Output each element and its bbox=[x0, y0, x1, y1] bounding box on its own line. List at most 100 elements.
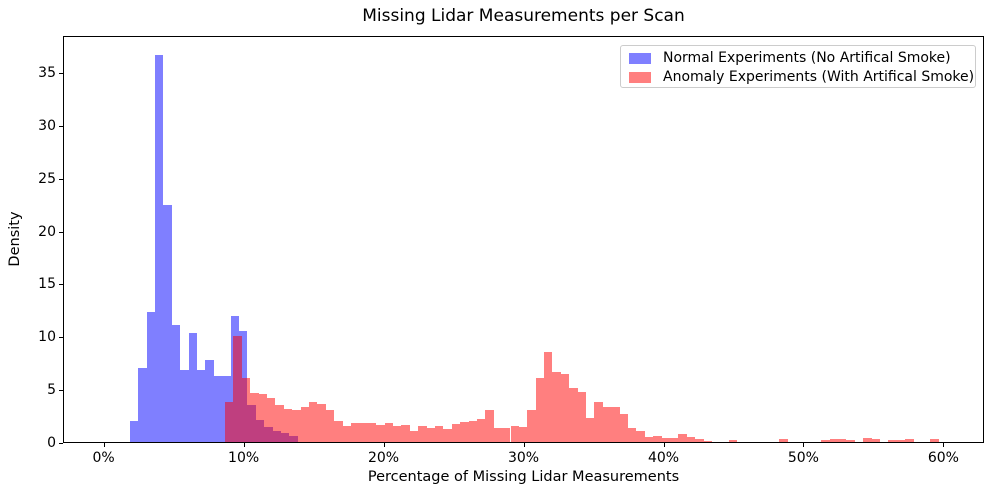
histogram-bar-anomaly bbox=[224, 401, 234, 442]
histogram-bar-anomaly bbox=[325, 410, 335, 442]
x-tick-label: 60% bbox=[927, 450, 959, 466]
histogram-bar-anomaly bbox=[317, 403, 326, 442]
histogram-bar-anomaly bbox=[376, 424, 385, 442]
histogram-bar-anomaly bbox=[434, 425, 444, 442]
histogram-bar-anomaly bbox=[594, 402, 603, 442]
histogram-bar-normal bbox=[205, 359, 214, 442]
histogram-bar-anomaly bbox=[602, 406, 612, 442]
histogram-bar-anomaly bbox=[577, 392, 587, 442]
histogram-bar-anomaly bbox=[846, 440, 855, 442]
y-tick-mark bbox=[59, 390, 63, 392]
histogram-bar-anomaly bbox=[930, 438, 939, 442]
x-tick-mark bbox=[943, 443, 945, 447]
y-tick-mark bbox=[59, 125, 63, 127]
histogram-bar-anomaly bbox=[334, 421, 343, 442]
histogram-bar-anomaly bbox=[384, 422, 393, 442]
histogram-bar-anomaly bbox=[829, 438, 839, 442]
histogram-bar-anomaly bbox=[896, 439, 906, 442]
histogram-bar-anomaly bbox=[678, 433, 687, 442]
histogram-bar-anomaly bbox=[611, 407, 620, 442]
x-tick-label: 20% bbox=[367, 450, 400, 466]
y-tick-mark bbox=[59, 337, 63, 339]
histogram-bar-anomaly bbox=[426, 427, 435, 442]
histogram-bar-anomaly bbox=[821, 439, 830, 442]
legend-swatch-anomaly bbox=[629, 72, 651, 83]
histogram-bar-anomaly bbox=[266, 397, 276, 442]
histogram-bar-anomaly bbox=[871, 439, 880, 442]
histogram-bar-anomaly bbox=[838, 438, 847, 442]
histogram-bar-anomaly bbox=[863, 437, 872, 442]
histogram-bar-anomaly bbox=[888, 440, 897, 442]
x-tick-mark bbox=[803, 443, 805, 447]
y-tick-label: 15 bbox=[38, 276, 56, 293]
legend: Normal Experiments (No Artifical Smoke) … bbox=[620, 45, 976, 88]
histogram-bar-anomaly bbox=[493, 428, 503, 442]
histogram-bar-anomaly bbox=[409, 431, 419, 442]
x-tick-label: 40% bbox=[647, 450, 680, 466]
chart-title: Missing Lidar Measurements per Scan bbox=[362, 6, 685, 26]
x-tick-mark bbox=[523, 443, 525, 447]
histogram-bar-anomaly bbox=[535, 377, 545, 442]
histogram-bar-normal bbox=[154, 55, 164, 442]
histogram-bar-normal bbox=[196, 370, 206, 442]
y-tick-label: 30 bbox=[38, 117, 56, 134]
histogram-bar-anomaly bbox=[443, 428, 452, 442]
x-tick-mark bbox=[663, 443, 665, 447]
histogram-bar-anomaly bbox=[661, 437, 671, 442]
histogram-bar-anomaly bbox=[670, 438, 679, 442]
histogram-bar-normal bbox=[188, 333, 197, 442]
histogram-bar-normal bbox=[171, 324, 181, 442]
histogram-bar-anomaly bbox=[275, 405, 284, 442]
histogram-bar-anomaly bbox=[619, 414, 629, 442]
legend-swatch-normal bbox=[629, 53, 651, 64]
histogram-bar-anomaly bbox=[485, 410, 494, 442]
histogram-bar-anomaly bbox=[653, 435, 662, 442]
histogram-bar-anomaly bbox=[367, 422, 377, 442]
legend-label-anomaly: Anomaly Experiments (With Artifical Smok… bbox=[663, 69, 975, 85]
x-tick-mark bbox=[383, 443, 385, 447]
histogram-bar-anomaly bbox=[233, 336, 242, 442]
y-tick-label: 20 bbox=[38, 223, 56, 240]
histogram-bar-anomaly bbox=[392, 425, 402, 442]
histogram-bar-anomaly bbox=[636, 430, 645, 442]
legend-label-normal: Normal Experiments (No Artifical Smoke) bbox=[663, 50, 951, 66]
histogram-bar-normal bbox=[146, 311, 155, 442]
histogram-bar-anomaly bbox=[644, 436, 654, 442]
histogram-bar-normal bbox=[180, 370, 189, 442]
histogram-bar-normal bbox=[129, 420, 139, 442]
histogram-bar-anomaly bbox=[518, 427, 528, 442]
histogram-bar-anomaly bbox=[359, 422, 368, 442]
histogram-bar-anomaly bbox=[258, 394, 267, 442]
y-tick-mark bbox=[59, 178, 63, 180]
x-tick-label: 0% bbox=[92, 450, 115, 466]
histogram-bar-anomaly bbox=[628, 427, 637, 442]
histogram-bar-anomaly bbox=[703, 440, 713, 442]
y-tick-mark bbox=[59, 231, 63, 233]
histogram-bar-anomaly bbox=[418, 425, 427, 442]
x-tick-label: 50% bbox=[787, 450, 819, 466]
histogram-bar-anomaly bbox=[451, 424, 461, 442]
y-tick-mark bbox=[59, 443, 63, 444]
y-tick-label: 10 bbox=[38, 329, 56, 346]
legend-row-anomaly: Anomaly Experiments (With Artifical Smok… bbox=[621, 68, 975, 87]
histogram-bar-anomaly bbox=[502, 427, 511, 442]
histogram-bar-anomaly bbox=[569, 388, 578, 442]
histogram-bar-anomaly bbox=[560, 374, 570, 442]
histogram-bar-anomaly bbox=[586, 417, 595, 442]
x-tick-label: 30% bbox=[507, 450, 540, 466]
histogram-bar-anomaly bbox=[510, 426, 519, 442]
histogram-bar-anomaly bbox=[468, 421, 477, 442]
histogram-bar-anomaly bbox=[283, 409, 293, 442]
y-tick-label: 25 bbox=[38, 170, 56, 187]
histogram-bar-anomaly bbox=[905, 439, 914, 442]
histogram-bar-anomaly bbox=[300, 407, 309, 442]
histogram-bar-anomaly bbox=[292, 410, 301, 442]
plot-area bbox=[63, 36, 984, 443]
y-tick-label: 5 bbox=[47, 382, 56, 399]
y-axis-label: Density bbox=[7, 211, 23, 267]
histogram-bar-anomaly bbox=[401, 424, 410, 442]
histogram-bar-anomaly bbox=[544, 352, 553, 442]
histogram-bar-normal bbox=[163, 205, 172, 442]
histogram-bar-anomaly bbox=[686, 437, 696, 442]
